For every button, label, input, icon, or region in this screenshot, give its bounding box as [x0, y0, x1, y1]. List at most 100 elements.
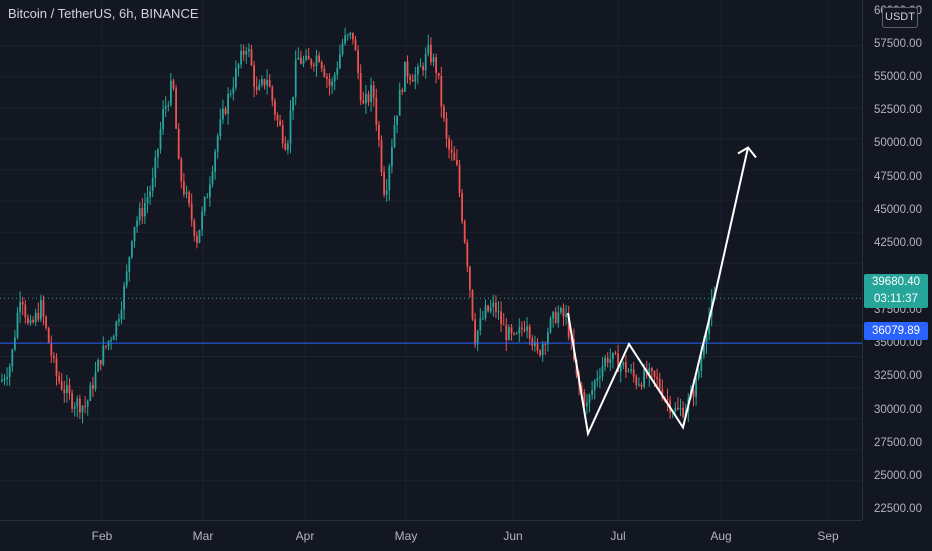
candle-body: [547, 332, 549, 345]
candle-body: [708, 316, 710, 335]
candle-body: [138, 208, 141, 221]
candle-body: [240, 50, 242, 65]
candle-body: [471, 290, 474, 320]
candle-body: [625, 362, 627, 372]
chart-area[interactable]: [0, 0, 862, 520]
candle-body: [352, 32, 354, 40]
candle-body: [42, 300, 45, 317]
candle-body: [635, 376, 638, 386]
candle-body: [640, 384, 643, 387]
time-tick: May: [394, 529, 418, 543]
candle-body: [479, 318, 482, 331]
candle-body: [128, 257, 131, 272]
candle-body: [53, 355, 55, 359]
candle-body: [534, 342, 536, 346]
candle-body: [40, 300, 42, 320]
candle-body: [458, 164, 461, 194]
candle-body: [580, 385, 583, 393]
candle-body: [372, 85, 375, 98]
candle-body: [339, 54, 341, 69]
candle-body: [201, 211, 203, 230]
candle-body: [445, 118, 448, 139]
candle-body: [209, 184, 211, 198]
candle-body: [84, 405, 86, 407]
candle-body: [144, 203, 146, 217]
candle-body: [76, 398, 79, 407]
candle-body: [258, 84, 261, 90]
candle-body: [596, 378, 599, 381]
candle-body: [531, 338, 534, 346]
candle-body: [32, 319, 34, 323]
candle-body: [157, 149, 159, 158]
candle-body: [567, 314, 570, 338]
candle-body: [115, 321, 118, 337]
candle-body: [622, 362, 625, 366]
candle-body: [11, 349, 14, 367]
candle-body: [47, 327, 50, 344]
candle-body: [99, 360, 102, 365]
price-tick: 50000.00: [874, 137, 922, 149]
candle-body: [411, 79, 414, 82]
candle-body: [463, 221, 466, 243]
candle-body: [606, 357, 609, 363]
candle-body: [619, 365, 622, 372]
candlestick-chart[interactable]: [0, 0, 862, 520]
candle-body: [396, 115, 398, 125]
candle-body: [63, 389, 66, 394]
currency-button[interactable]: USDT: [882, 7, 918, 28]
candle-body: [263, 79, 266, 86]
candle-body: [591, 389, 593, 395]
candle-body: [81, 405, 84, 413]
candle-body: [656, 376, 658, 379]
candle-body: [123, 285, 125, 310]
candle-body: [318, 55, 320, 62]
candle-body: [476, 330, 479, 345]
candle-body: [541, 343, 544, 356]
symbol-title: Bitcoin / TetherUS, 6h, BINANCE: [8, 6, 199, 21]
price-tick: 32500.00: [874, 370, 922, 382]
candle-body: [266, 80, 268, 86]
candle-body: [164, 106, 167, 109]
candle-body: [162, 108, 164, 130]
candle-body: [287, 143, 289, 150]
candle-body: [515, 332, 518, 334]
candle-body: [365, 93, 367, 104]
candle-body: [554, 311, 557, 323]
candle-body: [448, 138, 450, 150]
candle-body: [185, 192, 188, 194]
projection-arrow-head: [737, 146, 757, 159]
candle-body: [469, 266, 471, 291]
candle-body: [136, 220, 138, 227]
candle-body: [320, 61, 323, 69]
price-axis[interactable]: 60000.00 57500.00 55000.00 52500.00 5000…: [862, 0, 932, 520]
candle-body: [370, 85, 372, 102]
time-axis[interactable]: Feb Mar Apr May Jun Jul Aug Sep: [0, 520, 862, 551]
candle-body: [539, 350, 541, 356]
candle-body: [94, 371, 97, 390]
candle-body: [227, 93, 229, 114]
candle-body: [268, 80, 271, 87]
candle-body: [630, 369, 632, 372]
candle-body: [224, 108, 227, 114]
candle-body: [92, 384, 94, 390]
candle-body: [151, 177, 154, 192]
candle-body: [172, 80, 175, 89]
candle-body: [19, 301, 21, 313]
last-price-value: 39680.40: [872, 276, 920, 288]
candle-body: [536, 342, 539, 351]
candle-body: [414, 74, 417, 82]
candle-body: [333, 74, 336, 82]
candle-body: [357, 50, 359, 74]
candle-body: [526, 326, 528, 331]
candle-body: [125, 271, 128, 286]
candle-body: [437, 72, 440, 76]
candle-body: [21, 301, 24, 305]
candle-body: [255, 86, 258, 90]
candle-body: [648, 368, 651, 376]
candle-body: [427, 44, 430, 54]
candle-body: [419, 66, 422, 68]
candle-body: [170, 80, 172, 105]
candle-body: [653, 371, 656, 377]
candle-body: [326, 76, 328, 79]
candle-body: [482, 317, 484, 319]
